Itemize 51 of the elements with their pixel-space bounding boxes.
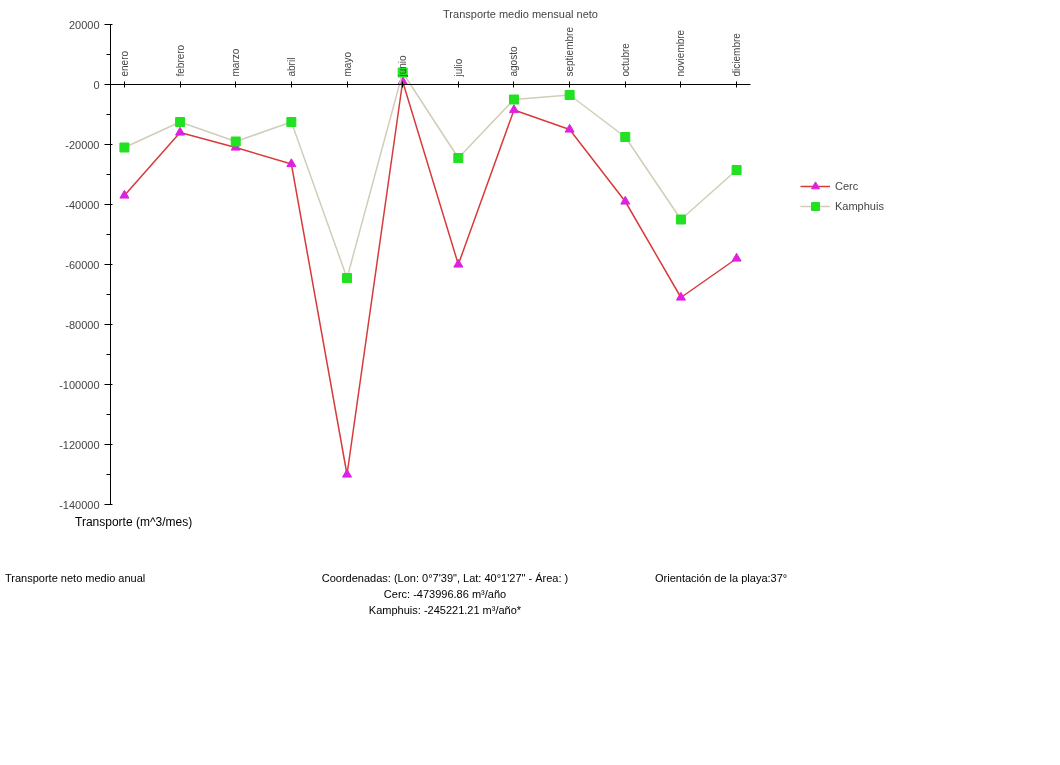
x-tick-label: mayo [341, 51, 353, 77]
point [675, 291, 686, 301]
point [620, 195, 631, 205]
point [453, 153, 464, 163]
point [175, 126, 186, 136]
point [342, 468, 353, 478]
x-tick-label: abril [285, 57, 297, 77]
point [175, 117, 186, 127]
point [508, 104, 519, 114]
x-tick-label: julio [452, 58, 464, 78]
point [286, 117, 297, 127]
x-tick-label: noviembre [675, 29, 687, 77]
legend-label: Kamphuis [835, 200, 884, 212]
x-tick-label: agosto [508, 46, 520, 77]
y-tick-label: -40000 [65, 198, 100, 211]
point [453, 258, 464, 268]
x-tick-label: septiembre [564, 26, 576, 77]
y-tick-label: -120000 [59, 438, 100, 451]
x-tick-label: enero [118, 50, 130, 77]
point [564, 90, 575, 100]
x-tick-label: octubre [619, 42, 631, 77]
y-tick-label: -140000 [59, 498, 100, 511]
point [564, 123, 575, 133]
point [731, 252, 742, 262]
x-tick-label: febrero [174, 44, 186, 77]
y-tick-label: -80000 [65, 318, 100, 331]
point [342, 273, 353, 283]
point [620, 132, 631, 142]
point [119, 142, 130, 153]
text: Cerc: -473996.86 m³/año [383, 587, 507, 600]
text: Coordenadas: (Lon: 0°7'39", Lat: 40°1'27" - Área: ) [321, 572, 569, 585]
y-tick-label: -20000 [65, 138, 100, 151]
text: Orientación de la playa:37° [655, 571, 788, 587]
x-tick-label: diciembre [731, 32, 743, 77]
y-tick-label: -60000 [65, 258, 100, 271]
legend-label: Cerc [835, 180, 859, 192]
point [230, 136, 241, 147]
point [119, 189, 130, 199]
chart-title: Transporte medio mensual neto [443, 7, 598, 20]
y-tick-label: 20000 [68, 18, 100, 31]
x-tick-label: marzo [230, 48, 242, 77]
point [731, 165, 742, 175]
y-axis-title: Transporte (m^3/mes) [75, 514, 193, 531]
x-tick-label: junio [397, 54, 409, 78]
y-tick-label: 0 [93, 78, 100, 91]
point [286, 158, 297, 168]
text: Kamphuis: -245221.21 m³/año* [368, 603, 522, 616]
y-tick-label: -100000 [59, 378, 100, 391]
point [675, 214, 686, 225]
text: Transporte neto medio anual [5, 571, 146, 587]
point [508, 94, 519, 105]
